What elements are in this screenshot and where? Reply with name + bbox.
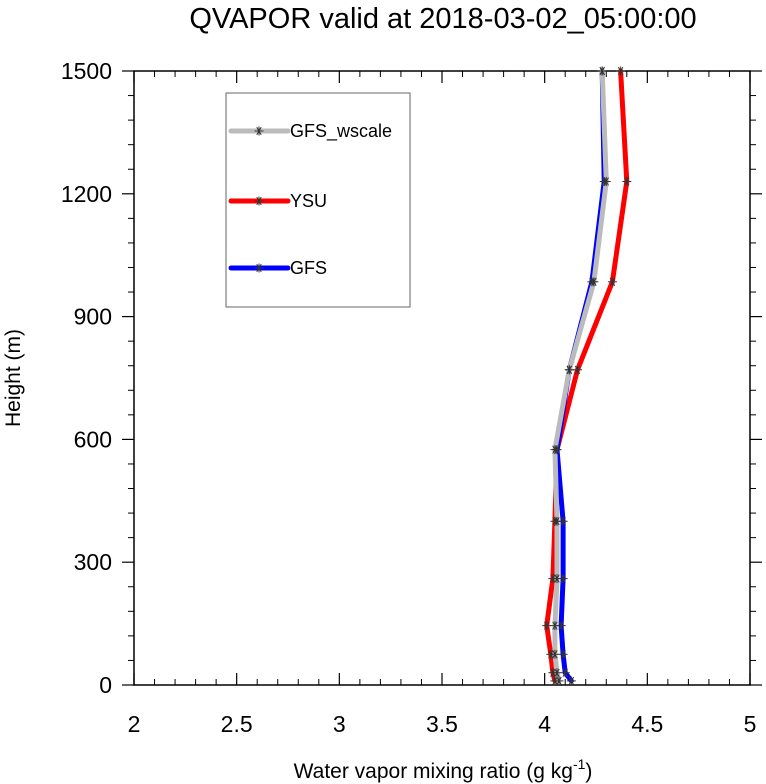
marker-gfs [560,668,570,678]
marker-gfs [597,66,607,76]
marker-gfs [558,649,568,659]
marker-gfs [566,676,576,686]
marker-ysu [546,649,556,659]
marker-ysu [542,621,552,631]
legend-marker [254,263,264,273]
legend-label-gfs-wscale: GFS_wscale [290,121,392,142]
marker-gfs [556,621,566,631]
marker-ysu [616,66,626,76]
marker-ysu [550,516,560,526]
legend-marker [254,196,264,206]
legend-marker [254,126,264,136]
x-tick-label-1: 2.5 [221,711,253,737]
x-axis-title: Water vapor mixing ratio (g kg-1) [294,756,593,783]
series-markers [542,66,632,686]
marker-ysu [550,676,560,686]
x-tick-label-6: 5 [744,711,757,737]
y-tick-label-1: 300 [74,549,112,575]
x-tick-label-5: 4.5 [631,711,663,737]
marker-ysu [548,574,558,584]
marker-gfs [558,516,568,526]
y-axis-title: Height (m) [2,329,25,427]
x-tick-label-3: 3.5 [426,711,458,737]
series-line-gfs [554,68,607,684]
plot-frame [133,70,751,686]
y-tick-label-3: 900 [74,304,112,330]
x-tick-label-4: 4 [538,711,551,737]
marker-gfs [564,365,574,375]
tick-labels: 2 2.5 3 3.5 4 4.5 5 0 300 600 900 1200 1500 [61,58,757,737]
legend: GFS_wscale YSU GFS [225,92,411,308]
x-tick-label-0: 2 [128,711,141,737]
legend-label-gfs: GFS [290,258,327,278]
marker-ysu [622,177,632,187]
series-lines [544,68,630,684]
axis-ticks [122,70,762,686]
chart-title: QVAPOR valid at 2018-03-02_05:00:00 [189,3,696,35]
y-tick-label-5: 1500 [61,58,112,84]
x-tick-label-2: 3 [333,711,346,737]
marker-gfs [587,277,597,287]
marker-gfs [558,574,568,584]
marker-ysu [607,277,617,287]
marker-gfs [599,177,609,187]
y-tick-label-0: 0 [99,672,112,698]
marker-gfs [552,445,562,455]
marker-ysu [548,668,558,678]
y-tick-label-4: 1200 [61,181,112,207]
marker-ysu [573,365,583,375]
legend-label-ysu: YSU [290,191,327,211]
y-tick-label-2: 600 [74,426,112,452]
